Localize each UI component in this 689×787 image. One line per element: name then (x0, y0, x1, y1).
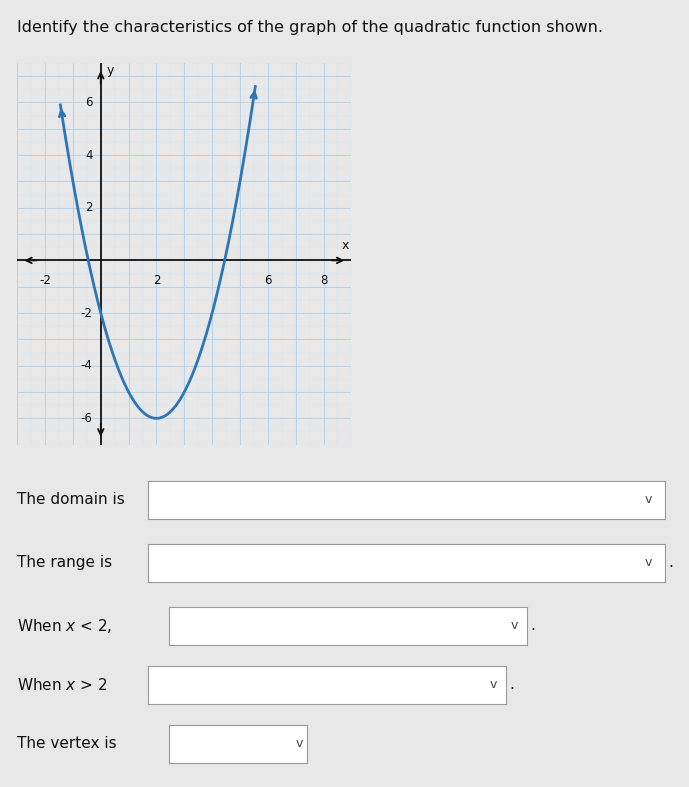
Text: x: x (342, 239, 349, 253)
Text: The vertex is: The vertex is (17, 736, 117, 752)
Text: v: v (645, 556, 652, 569)
Text: 2: 2 (153, 274, 161, 286)
Text: 2: 2 (85, 201, 92, 214)
Text: Identify the characteristics of the graph of the quadratic function shown.: Identify the characteristics of the grap… (17, 20, 604, 35)
Text: -6: -6 (81, 412, 92, 425)
Text: When $x$ > 2: When $x$ > 2 (17, 677, 107, 693)
Text: v: v (511, 619, 518, 632)
Text: -2: -2 (81, 306, 92, 320)
Text: The domain is: The domain is (17, 492, 125, 508)
Text: 6: 6 (264, 274, 271, 286)
Text: v: v (296, 737, 303, 750)
Text: 4: 4 (85, 149, 92, 161)
Text: .: . (510, 677, 515, 693)
Text: -4: -4 (81, 359, 92, 372)
Text: .: . (668, 555, 673, 571)
Text: 8: 8 (320, 274, 327, 286)
Text: -2: -2 (39, 274, 51, 286)
Text: .: . (531, 618, 535, 634)
Text: v: v (490, 678, 497, 691)
Text: y: y (107, 65, 114, 77)
Text: v: v (645, 493, 652, 506)
Text: The range is: The range is (17, 555, 112, 571)
Text: When $x$ < 2,: When $x$ < 2, (17, 617, 112, 634)
Text: 6: 6 (85, 96, 92, 109)
